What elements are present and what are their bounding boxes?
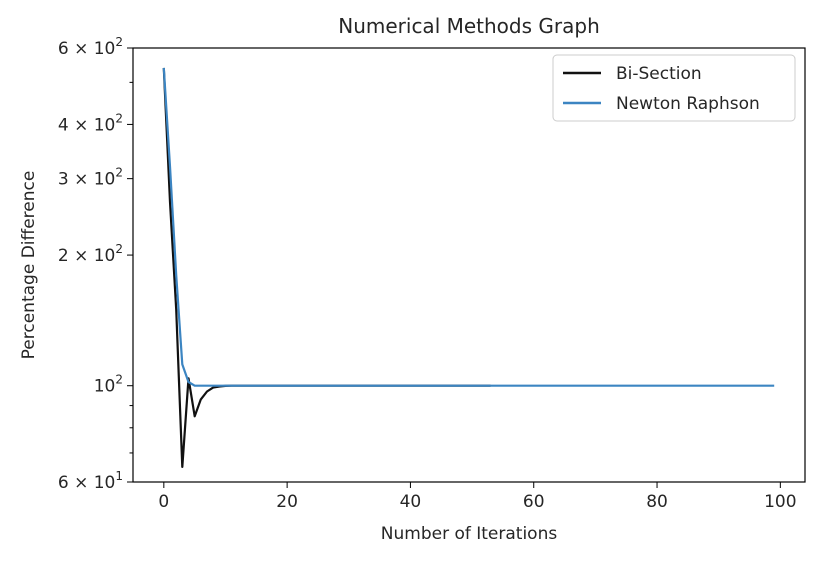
plot-lines [162,67,775,468]
y-tick-label: 102 [94,373,123,397]
y-tick-label: 4 × 102 [58,111,123,135]
y-tick-label: 2 × 102 [58,242,123,266]
chart-title: Numerical Methods Graph [338,14,600,38]
y-axis-label: Percentage Difference [19,171,39,360]
series-line-bi-section [162,67,491,468]
x-axis-label: Number of Iterations [381,524,558,544]
x-tick-label: 0 [158,492,169,512]
x-axis: 0 20 40 60 80 100 [158,482,797,512]
x-tick-label: 60 [523,492,545,512]
plot-area-frame [132,47,806,483]
legend-frame [552,54,796,122]
series-line-newton-raphson [162,67,775,387]
legend-label-bi-section: Bi-Section [616,64,702,84]
legend-label-newton-raphson: Newton Raphson [616,94,760,114]
x-tick-label: 40 [400,492,422,512]
x-tick-label: 80 [646,492,668,512]
x-tick-label: 100 [764,492,796,512]
y-axis: 6 × 101 102 2 × 102 3 × 102 4 × 102 6 × 102 [58,35,133,493]
y-tick-label: 3 × 102 [58,166,123,190]
x-tick-label: 20 [276,492,298,512]
y-tick-label: 6 × 102 [58,35,123,59]
legend: Bi-Section Newton Raphson [552,54,796,122]
y-tick-label: 6 × 101 [58,469,123,493]
